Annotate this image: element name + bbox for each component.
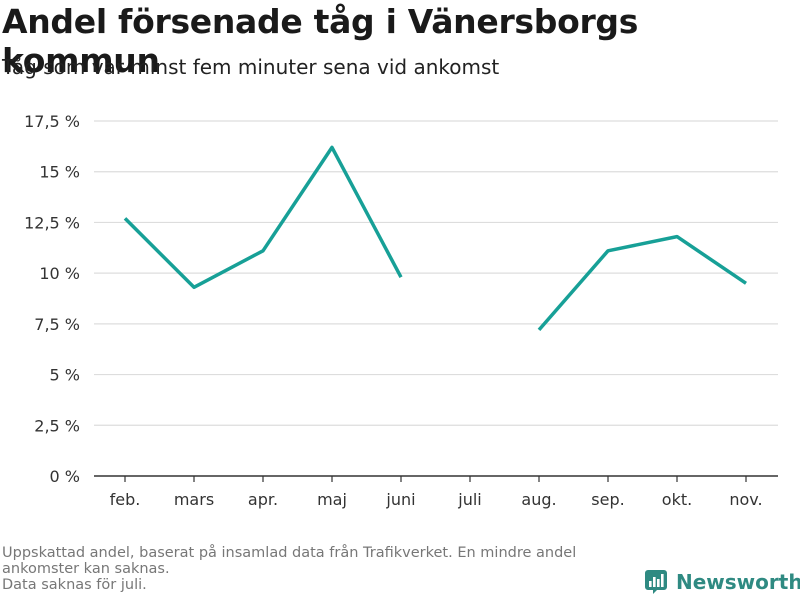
newsworthy-logo-icon — [645, 570, 667, 594]
x-tick-label: apr. — [248, 490, 278, 509]
series-line-segment — [537, 234, 747, 332]
brand-name: Newsworthy — [676, 570, 800, 594]
x-tick-label: feb. — [110, 490, 141, 509]
x-tick-label: maj — [317, 490, 347, 509]
y-tick-label: 2,5 % — [34, 416, 80, 435]
y-tick-label: 7,5 % — [34, 315, 80, 334]
chart-subtitle: Tåg som var minst fem minuter sena vid a… — [2, 55, 500, 79]
x-tick-label: juni — [385, 490, 415, 509]
chart-title: Andel försenade tåg i Vänersborgs kommun — [2, 2, 639, 80]
y-tick-label: 5 % — [50, 366, 80, 385]
x-tick-label: nov. — [729, 490, 762, 509]
y-tick-label: 10 % — [39, 264, 80, 283]
line-chart: 0 % 2,5 % 5 % 7,5 % 10 % 12,5 % 15 % 17,5 % feb.… — [24, 112, 778, 509]
footnote-source: Uppskattad andel, baserat på insamlad da… — [2, 545, 577, 577]
y-tick-label: 12,5 % — [24, 213, 80, 232]
x-tick-label: mars — [174, 490, 214, 509]
footnote-missing-data: Data saknas för juli. — [2, 577, 147, 593]
series-line-segment — [123, 145, 403, 290]
x-tick-label: aug. — [521, 490, 556, 509]
x-tick-label: okt. — [662, 490, 692, 509]
y-tick-label: 15 % — [39, 163, 80, 182]
y-tick-label: 17,5 % — [24, 112, 80, 131]
x-tick-label: sep. — [591, 490, 624, 509]
brand-logo: Newsworthy — [643, 569, 800, 595]
x-tick-label: juli — [457, 490, 481, 509]
y-tick-label: 0 % — [50, 467, 80, 486]
footnote: Uppskattad andel, baserat på insamlad da… — [2, 545, 632, 593]
